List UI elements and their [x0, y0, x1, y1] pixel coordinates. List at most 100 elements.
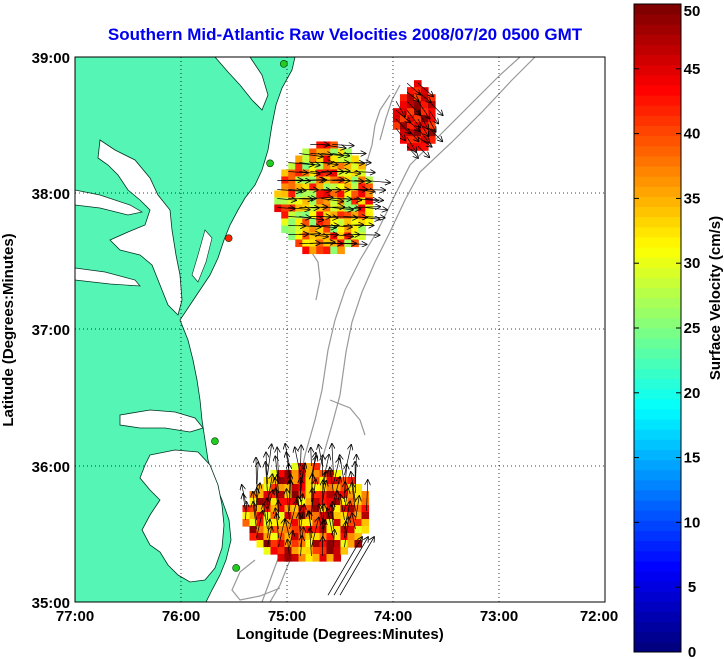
velocity-cell: [256, 519, 265, 527]
chesapeake-bay: [97, 139, 183, 316]
velocity-cell: [284, 498, 293, 506]
velocity-cell: [428, 115, 436, 123]
velocity-arrow: [277, 189, 301, 191]
radar-station-marker: [232, 564, 240, 572]
colorbar-band: [634, 267, 681, 278]
colorbar-band: [634, 520, 681, 531]
velocity-arrow: [287, 489, 290, 521]
velocity-cell: [407, 94, 415, 102]
velocity-arrow: [428, 109, 438, 123]
velocity-cell: [358, 204, 366, 213]
velocity-cell: [351, 190, 359, 199]
velocity-cell: [414, 115, 422, 123]
scale-arrow: [333, 537, 368, 596]
radar-station-marker: [266, 159, 274, 168]
velocity-cell: [344, 169, 352, 178]
velocity-cell: [361, 512, 370, 520]
colorbar-band: [634, 449, 681, 461]
velocity-cell: [298, 484, 307, 492]
colorbar-band: [634, 571, 681, 582]
velocity-cell: [330, 141, 338, 150]
velocity-cell: [319, 498, 328, 506]
colorbar-band: [634, 155, 681, 167]
velocity-cell: [284, 512, 293, 520]
velocity-cell: [330, 190, 338, 199]
velocity-cell: [333, 519, 342, 527]
velocity-arrow: [289, 480, 290, 512]
velocity-cell: [316, 183, 324, 192]
y-tick-label: 38:00: [32, 186, 70, 203]
velocity-arrow: [395, 127, 405, 140]
velocity-arrow: [295, 448, 301, 476]
velocity-cell: [428, 136, 436, 144]
velocity-cell: [330, 148, 338, 157]
velocity-cell: [288, 169, 296, 178]
velocity-cell: [337, 232, 345, 241]
velocity-cell: [354, 505, 363, 513]
colorbar-band: [634, 631, 681, 643]
velocity-cell: [354, 519, 363, 527]
y-tick-label: 39:00: [32, 50, 70, 67]
velocity-cell: [393, 108, 401, 116]
velocity-cell: [330, 204, 338, 213]
colorbar-band: [634, 317, 681, 329]
velocity-cell: [305, 505, 314, 513]
velocity-cell: [323, 204, 331, 213]
velocity-cell: [326, 547, 335, 555]
velocity-arrow: [332, 225, 352, 227]
velocity-cell: [333, 547, 342, 555]
velocity-cell: [256, 540, 265, 548]
velocity-arrow: [288, 162, 314, 164]
velocity-cell: [330, 155, 338, 164]
velocity-cell: [358, 169, 366, 178]
velocity-cell: [312, 477, 321, 485]
velocity-cell: [291, 477, 300, 485]
velocity-cell: [295, 239, 303, 248]
velocity-cell: [309, 162, 317, 171]
y-axis-ticks: 39:00 38:00 37:00 36:00 35:00: [32, 50, 70, 612]
colorbar-band: [634, 297, 681, 309]
velocity-cell: [340, 505, 349, 513]
velocity-cell: [351, 197, 359, 206]
velocity-arrow: [288, 207, 309, 209]
colorbar-band: [634, 560, 681, 572]
velocity-cell: [309, 218, 317, 227]
velocity-cell: [326, 470, 335, 478]
colorbar-band: [634, 550, 681, 562]
velocity-arrow: [344, 489, 348, 512]
velocity-cell: [256, 533, 265, 541]
velocity-arrow: [352, 513, 356, 530]
velocity-cell: [333, 470, 342, 478]
velocity-cell: [291, 484, 300, 492]
velocity-arrow: [300, 445, 301, 467]
velocity-cell: [323, 218, 331, 227]
velocity-cell: [291, 554, 300, 562]
velocity-cell: [340, 484, 349, 492]
colorbar-band: [634, 4, 681, 15]
velocity-cell: [277, 533, 286, 541]
velocity-cell: [323, 190, 331, 199]
colorbar-ticks: 0 5 10 15 20 25 30 35 40 45 50: [634, 3, 700, 659]
velocity-cell: [312, 498, 321, 506]
colorbar-band: [634, 338, 681, 349]
velocity-cell: [298, 498, 307, 506]
velocity-cell: [351, 218, 359, 227]
colorbar-band: [634, 490, 681, 501]
velocity-arrow: [267, 444, 271, 476]
velocity-cell: [333, 512, 342, 520]
velocity-cell: [358, 232, 366, 241]
velocity-cell: [277, 547, 286, 555]
velocity-cell: [242, 512, 251, 520]
velocity-cell: [330, 183, 338, 192]
velocity-cell: [281, 183, 289, 192]
velocity-cell: [309, 211, 317, 220]
velocity-cell: [330, 232, 338, 241]
velocity-cell: [302, 246, 310, 255]
velocity-cell: [421, 94, 429, 102]
velocity-cell: [249, 533, 258, 541]
velocity-cell: [344, 211, 352, 220]
velocity-arrow: [406, 91, 418, 101]
colorbar-band: [634, 115, 681, 126]
colorbar-band: [634, 186, 681, 197]
colorbar-band: [634, 166, 681, 177]
